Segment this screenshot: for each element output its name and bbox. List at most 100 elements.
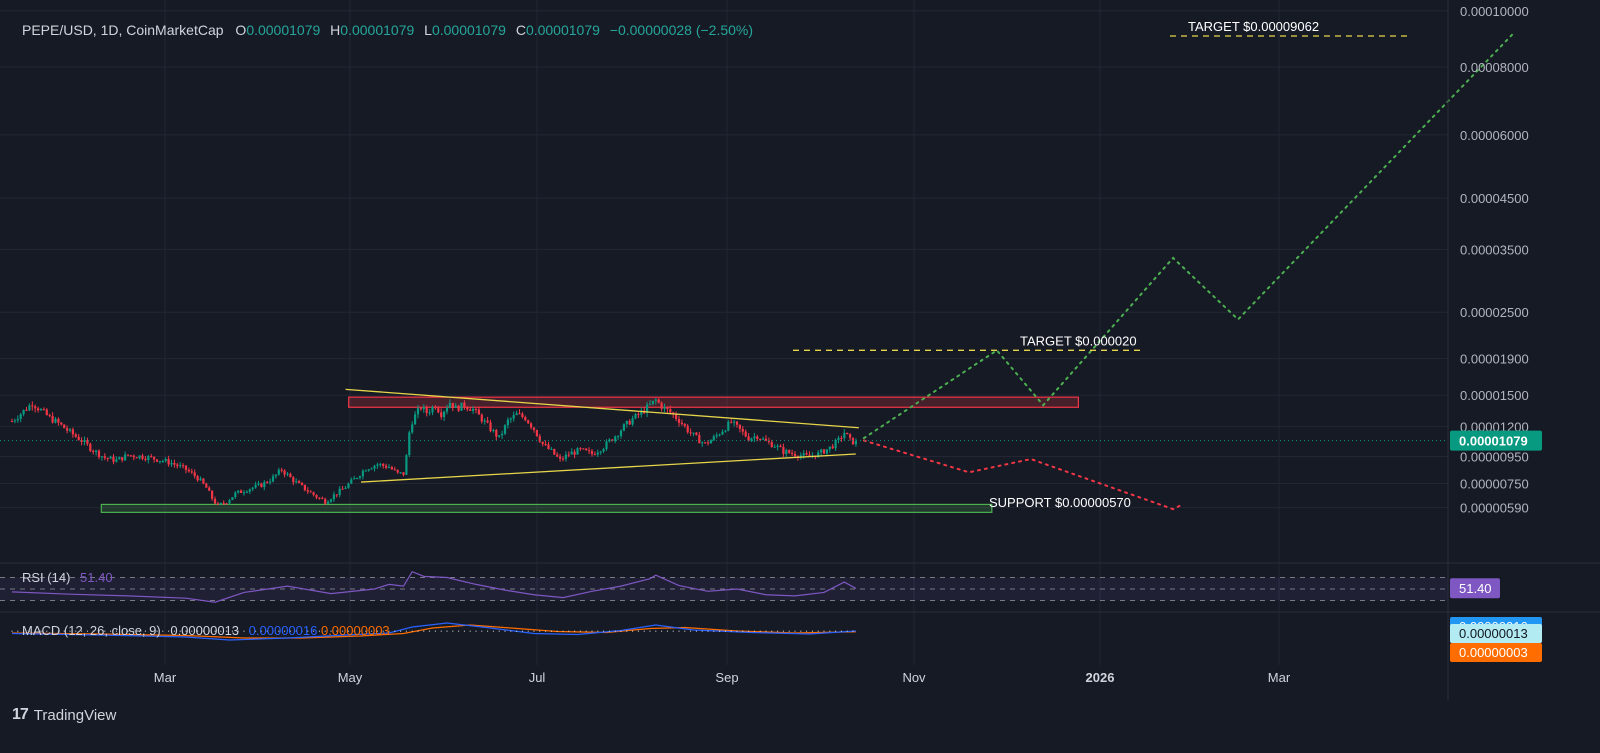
tradingview-brand[interactable]: 17 TradingView <box>12 706 116 724</box>
candle-body <box>846 432 849 435</box>
annotations: TARGET $0.00009062 TARGET $0.000020 SUPPOR… <box>793 19 1410 510</box>
candle-body <box>419 408 422 410</box>
rsi-legend[interactable]: RSI (14) 51.40 <box>22 570 113 585</box>
candle-body <box>434 407 437 409</box>
rsi-label: RSI (14) <box>22 570 71 585</box>
candle-body <box>176 464 179 467</box>
candle-body <box>747 436 750 441</box>
high-value: 0.00001079 <box>340 22 415 38</box>
candle-body <box>544 444 547 446</box>
candle-body <box>593 454 596 456</box>
candle-body <box>277 469 280 475</box>
candle-body <box>588 450 591 452</box>
candle-body <box>680 422 683 425</box>
candle-body <box>637 413 640 415</box>
time-tick-label: Nov <box>902 670 926 685</box>
candle-body <box>646 404 649 413</box>
candle-body <box>182 465 185 467</box>
price-tick-label: 0.00010000 <box>1460 4 1529 19</box>
candle-body <box>289 473 292 478</box>
candle-body <box>567 454 570 456</box>
candle-body <box>141 455 144 459</box>
ascending-trendline <box>361 453 856 483</box>
candle-body <box>735 421 739 425</box>
candle-body <box>831 446 834 449</box>
candle-body <box>730 421 733 423</box>
candle-body <box>614 436 617 441</box>
candle-body <box>135 457 138 459</box>
candle-body <box>628 420 631 425</box>
candle-body <box>411 424 414 433</box>
candle-body <box>37 408 40 411</box>
candle-body <box>100 456 103 458</box>
candle-body <box>498 435 501 437</box>
candle-body <box>518 413 521 415</box>
candle-body <box>48 415 51 417</box>
candle-body <box>666 406 669 410</box>
candle-body <box>631 418 634 425</box>
tradingview-logo-icon: 17 <box>12 706 29 723</box>
price-tick-label: 0.00001900 <box>1460 352 1529 367</box>
candle-body <box>622 424 625 431</box>
candle-body <box>13 420 16 422</box>
candle-body <box>370 468 373 470</box>
time-tick-label: Sep <box>715 670 738 685</box>
rsi-line <box>11 571 857 603</box>
candle-body <box>556 454 559 457</box>
candle-body <box>425 407 428 414</box>
candle-body <box>550 448 553 450</box>
price-tick-label: 0.00001500 <box>1460 388 1529 403</box>
candle-body <box>92 450 95 452</box>
open-value: 0.00001079 <box>246 22 321 38</box>
candle-body <box>788 450 791 453</box>
rsi-value-badge <box>1450 578 1500 599</box>
candle-body <box>132 455 135 458</box>
candle-body <box>164 459 167 461</box>
projection-paths <box>0 32 1515 511</box>
price-tick-label: 0.00004500 <box>1460 191 1529 206</box>
candle-body <box>219 502 222 505</box>
candle-body <box>762 438 765 440</box>
symbol-title: PEPE/USD, 1D, CoinMarketCap <box>22 22 224 38</box>
candle-body <box>358 476 362 478</box>
candle-body <box>367 469 370 471</box>
rsi-value-label: 51.40 <box>1459 581 1492 596</box>
candle-body <box>564 454 567 460</box>
candle-body <box>721 431 724 435</box>
candle-body <box>443 411 446 418</box>
candle-body <box>338 488 341 495</box>
candle-body <box>22 409 25 415</box>
candle-body <box>364 470 367 472</box>
candle-body <box>724 430 727 432</box>
candle-body <box>837 437 840 440</box>
candle-body <box>489 422 492 432</box>
candle-body <box>379 463 382 465</box>
candle-body <box>474 408 478 410</box>
candle-body <box>71 429 74 435</box>
candle-body <box>408 432 411 456</box>
candle-body <box>28 405 31 411</box>
candle-body <box>34 406 37 409</box>
macd-legend[interactable]: MACD (12, 26, close, 9) 0.00000013 0.000… <box>22 623 390 638</box>
candle-body <box>155 459 159 462</box>
candle-body <box>521 413 524 417</box>
candle-body <box>376 464 379 466</box>
candle-body <box>663 406 666 409</box>
candle-body <box>118 457 121 460</box>
candle-body <box>793 453 797 457</box>
candle-body <box>303 484 306 491</box>
candle-body <box>501 433 504 436</box>
candle-body <box>651 400 654 404</box>
candle-body <box>495 430 498 437</box>
candle-body <box>582 448 585 450</box>
candle-body <box>480 414 483 422</box>
candle-body <box>315 494 318 498</box>
candle-body <box>312 492 315 495</box>
candle-body <box>341 488 344 490</box>
candle-body <box>486 420 489 423</box>
candle-body <box>477 409 480 415</box>
candle-body <box>669 409 672 413</box>
candle-body <box>660 402 663 409</box>
candle-body <box>840 437 843 439</box>
